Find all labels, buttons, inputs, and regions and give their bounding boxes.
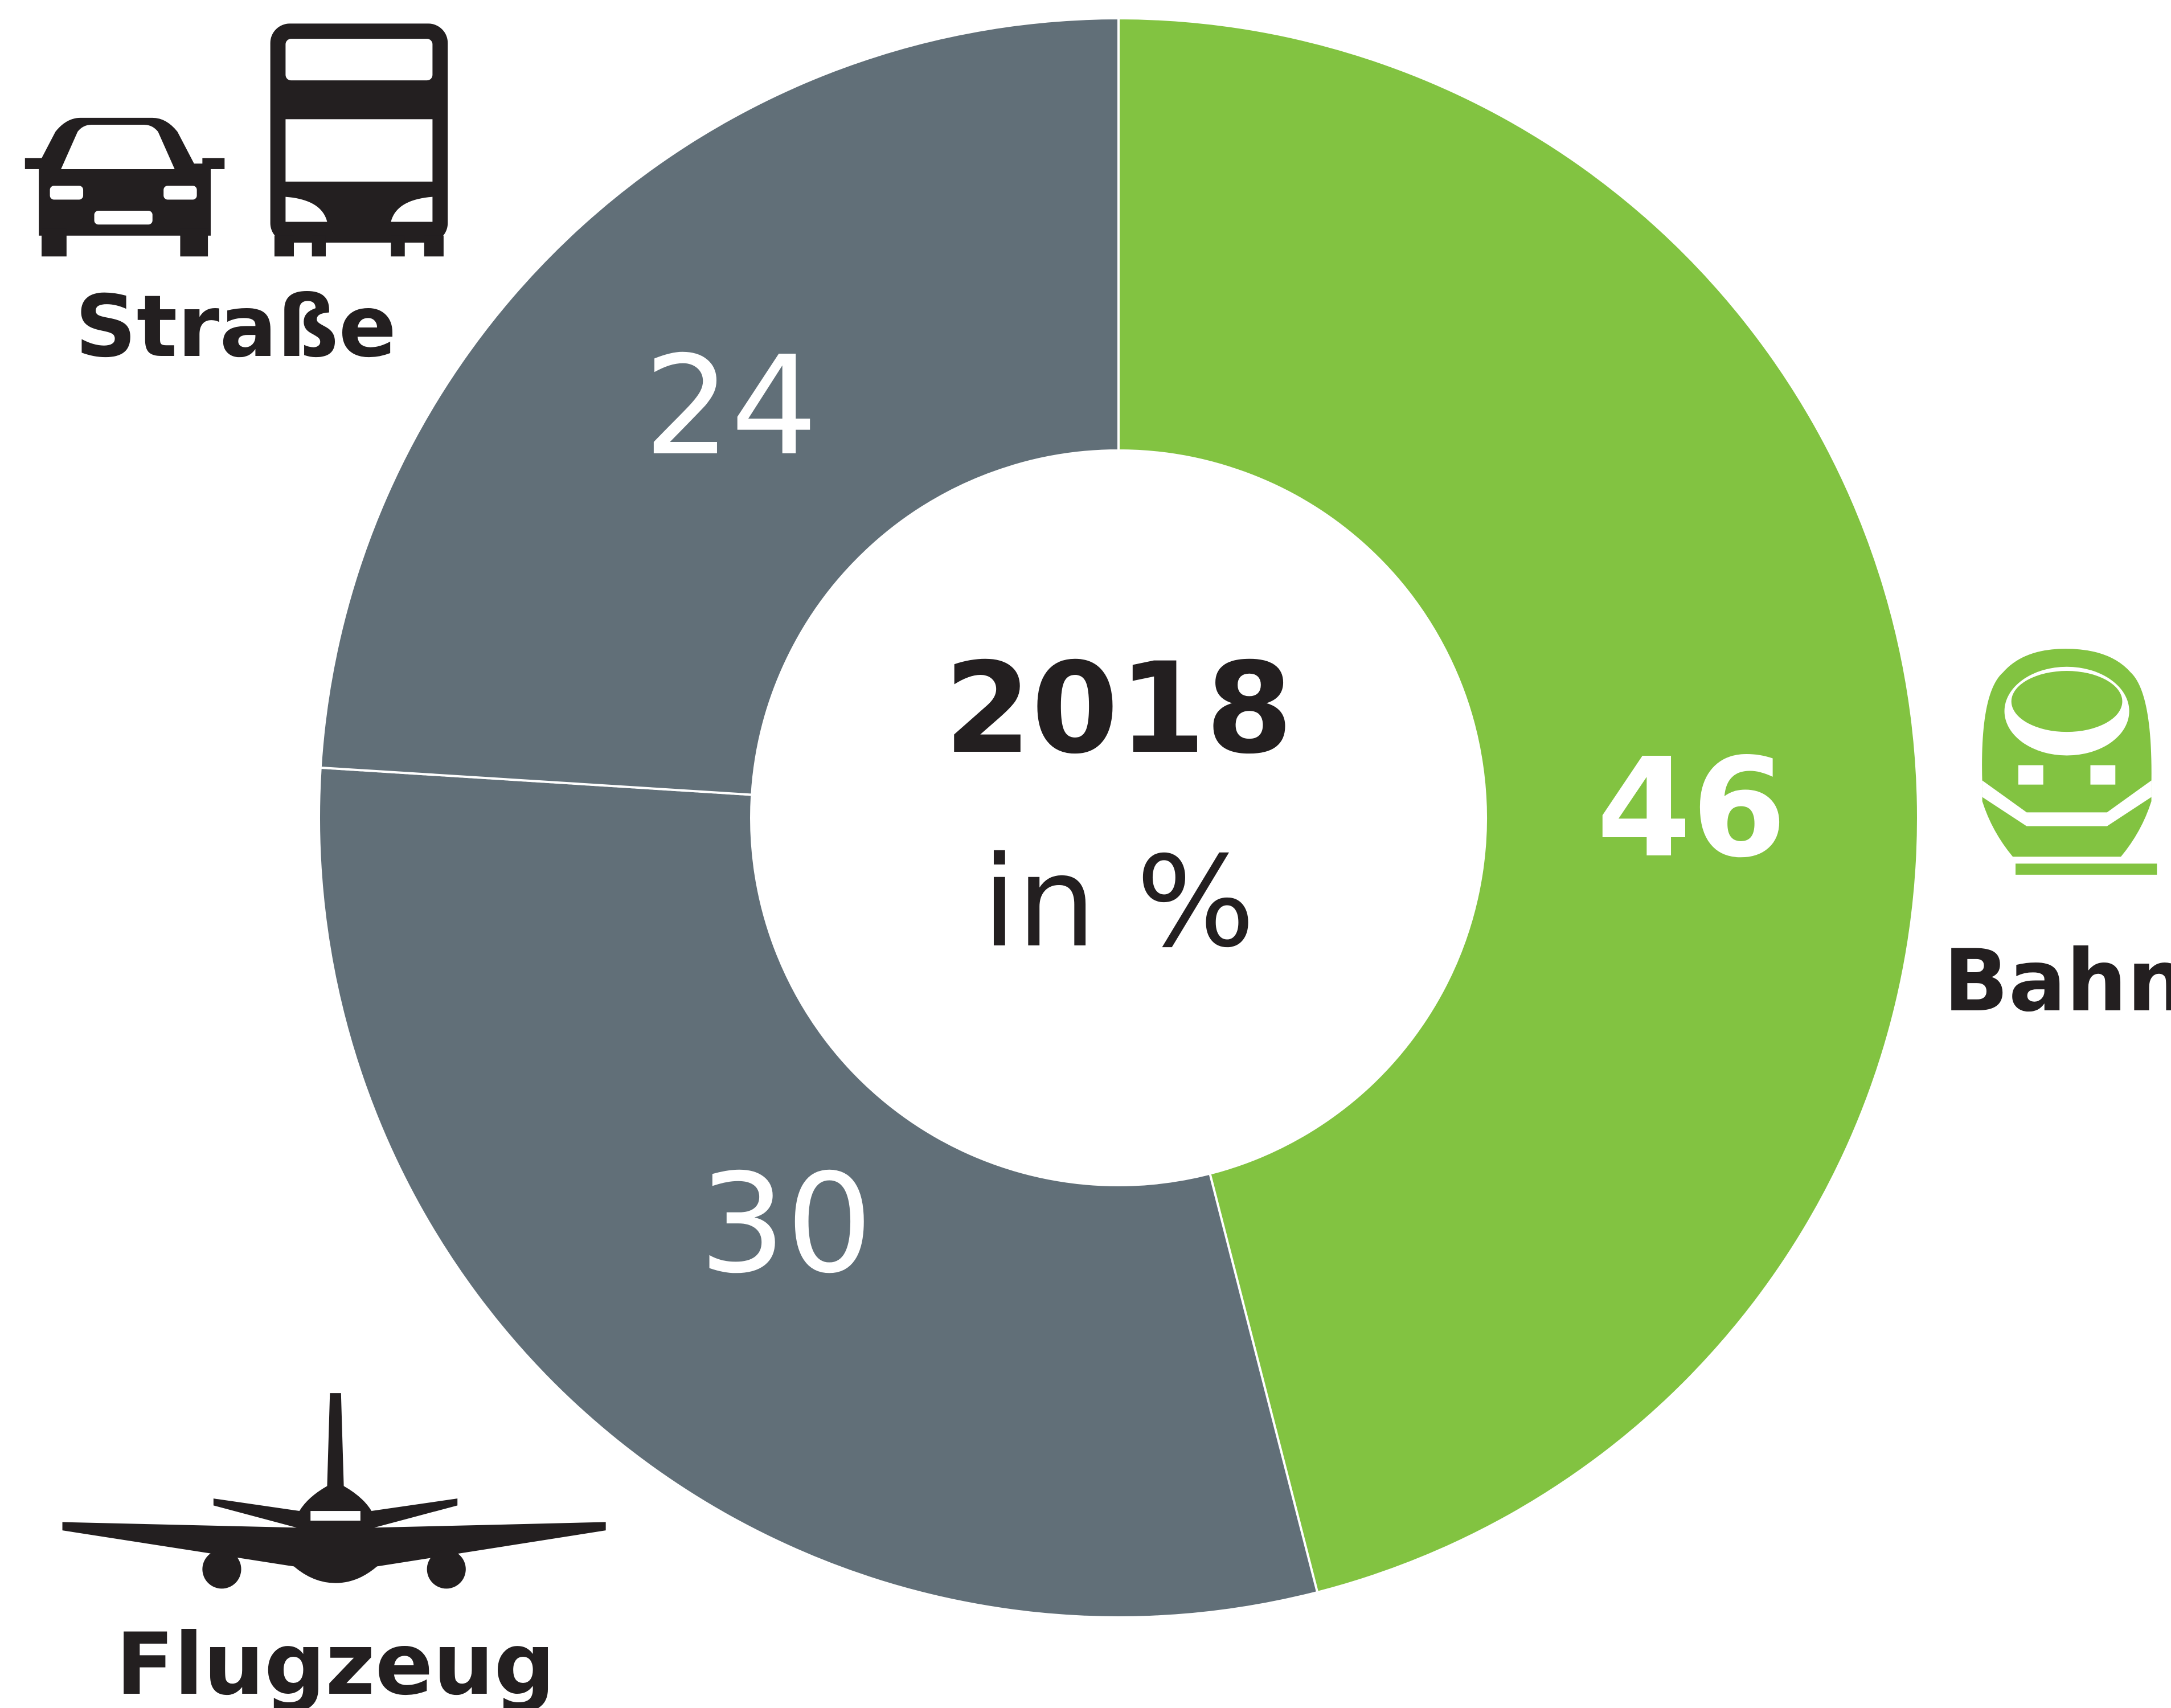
value-label: 46 — [1596, 728, 1787, 888]
donut-slice — [318, 766, 1319, 1619]
donut-slice — [1117, 17, 1919, 1594]
center-title: 2018 — [944, 636, 1293, 781]
value-label: 24 — [644, 326, 817, 486]
slices — [318, 17, 1919, 1619]
category-label: Bahn — [1943, 932, 2171, 1031]
value-label: 30 — [699, 1144, 873, 1304]
bus-icon — [270, 23, 448, 257]
center-subtitle: in % — [982, 829, 1255, 975]
plane-icon — [62, 1393, 606, 1589]
donut-slice — [319, 17, 1120, 796]
train-icon — [1982, 649, 2157, 875]
car-icon — [24, 117, 225, 257]
category-label: Flugzeug — [116, 1615, 555, 1708]
category-label: Straße — [75, 277, 397, 376]
icons — [24, 23, 2157, 1589]
labels: 46 Bahn 30 Flugzeug 24 Straße — [75, 277, 2171, 1708]
